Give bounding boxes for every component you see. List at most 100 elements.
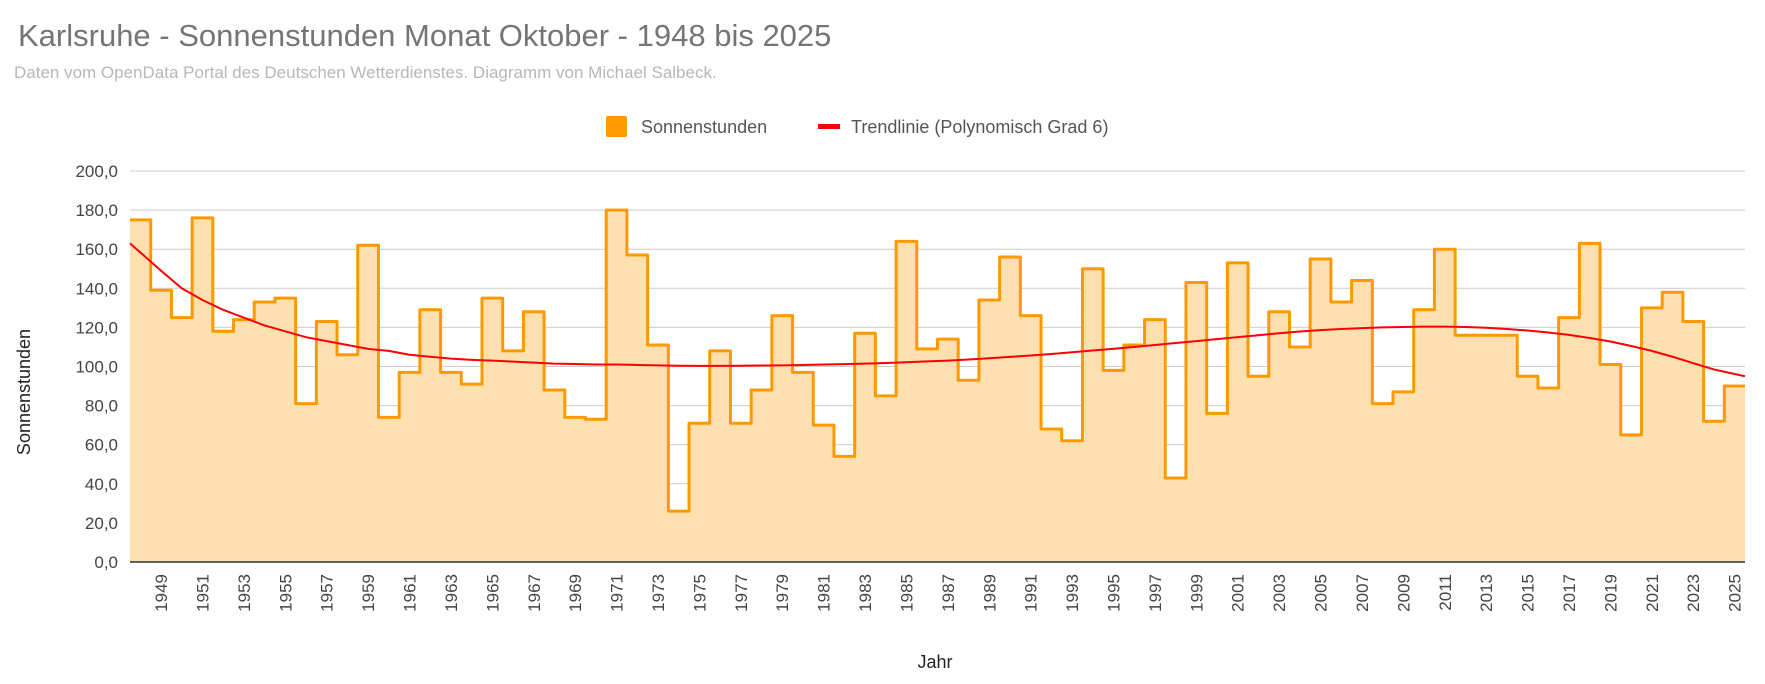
bar-1965 [482, 298, 503, 562]
chart-subtitle: Daten vom OpenData Portal des Deutschen … [14, 63, 717, 82]
bar-2024 [1704, 421, 1725, 562]
bar-2001 [1227, 263, 1248, 562]
bar-2025 [1724, 386, 1745, 562]
x-tick-label-1993: 1993 [1063, 574, 1082, 612]
bar-2008 [1372, 404, 1393, 562]
sonnenstunden-area [130, 210, 1745, 562]
bar-1960 [378, 417, 399, 562]
x-tick-label-1983: 1983 [856, 574, 875, 612]
y-tick-label: 60,0 [85, 436, 118, 455]
bar-1955 [275, 298, 296, 562]
bar-1964 [461, 384, 482, 562]
legend-label-sonnenstunden: Sonnenstunden [641, 117, 767, 137]
x-tick-label-1975: 1975 [690, 574, 709, 612]
bar-1967 [523, 312, 544, 562]
y-tick-label: 20,0 [85, 514, 118, 533]
x-tick-label-1971: 1971 [608, 574, 627, 612]
bar-1996 [1124, 345, 1145, 562]
bar-1985 [896, 241, 917, 562]
x-tick-label-2013: 2013 [1477, 574, 1496, 612]
bar-1973 [648, 345, 669, 562]
bar-1991 [1020, 316, 1041, 562]
bar-2022 [1662, 292, 1683, 562]
x-tick-label-1955: 1955 [276, 574, 295, 612]
bar-1981 [813, 425, 834, 562]
x-tick-label-2005: 2005 [1312, 574, 1331, 612]
x-axis-title: Jahr [917, 652, 952, 672]
x-tick-label-1977: 1977 [732, 574, 751, 612]
bar-1983 [855, 333, 876, 562]
bar-1986 [917, 349, 938, 562]
bar-2018 [1579, 243, 1600, 562]
bar-1962 [420, 310, 441, 562]
bar-2020 [1621, 435, 1642, 562]
x-tick-label-1997: 1997 [1146, 574, 1165, 612]
data-points [130, 210, 1745, 562]
x-tick-label-2001: 2001 [1229, 574, 1248, 612]
bar-1992 [1041, 429, 1062, 562]
bar-1951 [192, 218, 213, 562]
y-tick-label: 40,0 [85, 475, 118, 494]
bar-1976 [710, 351, 731, 562]
x-tick-label-1979: 1979 [773, 574, 792, 612]
legend: Sonnenstunden Trendlinie (Polynomisch Gr… [606, 116, 1108, 137]
x-tick-label-2019: 2019 [1601, 574, 1620, 612]
bar-1948 [130, 220, 151, 562]
y-tick-label: 0,0 [94, 553, 118, 572]
x-tick-label-1949: 1949 [152, 574, 171, 612]
y-tick-label: 100,0 [75, 358, 118, 377]
x-tick-label-1959: 1959 [359, 574, 378, 612]
x-tick-label-1969: 1969 [566, 574, 585, 612]
bar-1959 [358, 245, 379, 562]
x-tick-label-1973: 1973 [649, 574, 668, 612]
x-tick-label-2003: 2003 [1270, 574, 1289, 612]
bar-1978 [751, 390, 772, 562]
legend-label-trendlinie: Trendlinie (Polynomisch Grad 6) [851, 117, 1108, 137]
bar-2005 [1310, 259, 1331, 562]
x-tick-label-1963: 1963 [442, 574, 461, 612]
bar-1953 [234, 320, 255, 562]
bar-1998 [1165, 478, 1186, 562]
bar-1987 [938, 339, 959, 562]
bar-2011 [1434, 249, 1455, 562]
x-tick-label-1953: 1953 [235, 574, 254, 612]
x-axis-ticks: 1949 1951 1953 1955 1957 1959 1961 1963 1965 1967… [152, 574, 1745, 612]
bar-2016 [1538, 388, 1559, 562]
bar-1950 [171, 318, 192, 562]
bar-1969 [565, 417, 586, 562]
sonnenstunden-step-line [130, 208, 1745, 513]
bar-1968 [544, 390, 565, 562]
x-tick-label-2025: 2025 [1726, 574, 1745, 612]
x-tick-label-1957: 1957 [318, 574, 337, 612]
bar-1999 [1186, 282, 1207, 562]
x-tick-label-2007: 2007 [1353, 574, 1372, 612]
bar-2017 [1559, 318, 1580, 562]
x-tick-label-2009: 2009 [1394, 574, 1413, 612]
bar-1988 [958, 380, 979, 562]
bar-1963 [441, 372, 462, 562]
x-tick-label-1995: 1995 [1104, 574, 1123, 612]
bar-2012 [1455, 335, 1476, 562]
y-tick-label: 200,0 [75, 162, 118, 181]
y-tick-label: 80,0 [85, 397, 118, 416]
x-tick-label-2021: 2021 [1643, 574, 1662, 612]
trendline [129, 242, 1746, 378]
x-tick-label-1965: 1965 [483, 574, 502, 612]
x-tick-label-2011: 2011 [1436, 574, 1455, 611]
bar-1997 [1145, 320, 1166, 562]
bar-1972 [627, 255, 648, 562]
bar-1980 [793, 372, 814, 562]
y-tick-label: 180,0 [75, 201, 118, 220]
bar-1993 [1062, 441, 1083, 562]
y-axis-ticks: 0,0 20,0 40,0 60,0 80,0 100,0 120,0 140,0 160,0 1… [75, 162, 118, 572]
bar-1961 [399, 372, 420, 562]
bar-2014 [1497, 335, 1518, 562]
x-tick-label-1981: 1981 [815, 574, 834, 612]
x-tick-label-1967: 1967 [525, 574, 544, 612]
x-tick-label-2015: 2015 [1519, 574, 1538, 612]
bar-2023 [1683, 322, 1704, 562]
bar-2006 [1331, 302, 1352, 562]
x-tick-label-2023: 2023 [1684, 574, 1703, 612]
bar-1984 [875, 396, 896, 562]
bar-2000 [1207, 413, 1228, 562]
